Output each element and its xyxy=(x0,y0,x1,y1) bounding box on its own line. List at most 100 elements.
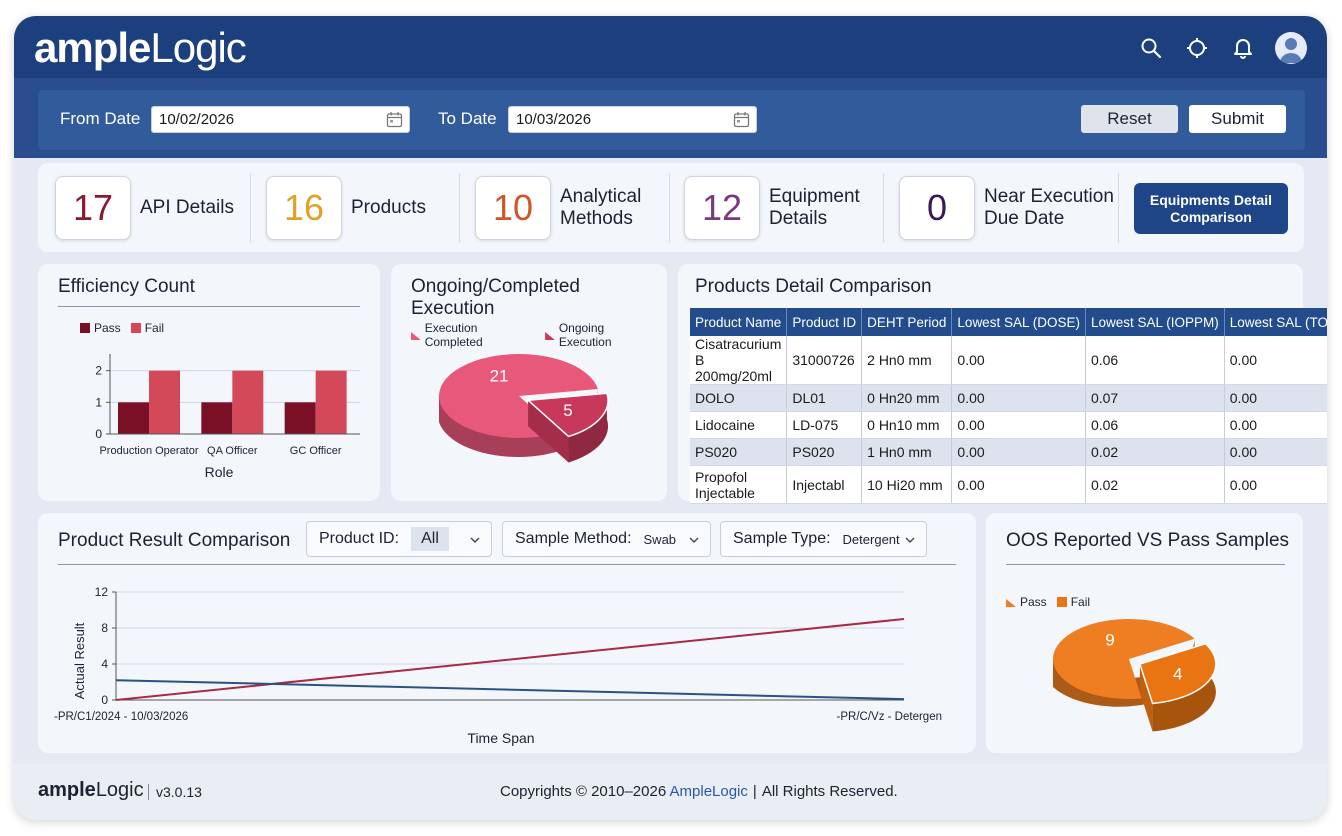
stat-analytical-methods[interactable]: 10 Analytical Methods xyxy=(475,176,641,240)
dropdown-value: Swab xyxy=(643,531,677,547)
legend-item-pass[interactable]: Pass xyxy=(1006,595,1047,609)
stat-label: Products xyxy=(351,197,426,218)
calendar-icon[interactable] xyxy=(386,111,403,132)
app-window: ampleLogic From Date 10/02/2026 xyxy=(14,16,1327,820)
table-cell: 1 Hn0 mm xyxy=(861,438,953,466)
bar-fail xyxy=(149,370,180,434)
product-id-dropdown[interactable]: Product ID: All xyxy=(306,521,492,557)
table-cell: 0.00 xyxy=(951,336,1086,385)
column-header[interactable]: Lowest SAL (TOXICITY) xyxy=(1224,308,1327,336)
table-row[interactable]: DOLO DL01 0 Hn20 mm 0.00 0.07 0.00 xyxy=(690,384,1327,412)
legend-item-fail[interactable]: Fail xyxy=(130,321,164,335)
stat-api-details[interactable]: 17 API Details xyxy=(55,176,234,240)
table-cell: 0.02 xyxy=(1085,465,1225,504)
from-date-input[interactable]: 10/02/2026 xyxy=(151,106,410,133)
legend-label: Pass xyxy=(94,321,121,335)
card-title: Product Result Comparison xyxy=(58,530,291,551)
bar-fail xyxy=(315,370,347,434)
legend-item-fail[interactable]: Fail xyxy=(1056,595,1090,609)
from-date-label: From Date xyxy=(60,109,141,128)
to-date-value: 10/03/2026 xyxy=(516,111,592,128)
table-cell: LD-075 xyxy=(786,411,863,439)
divider xyxy=(1118,173,1119,243)
table-cell: PS020 xyxy=(690,438,788,466)
chevron-down-icon xyxy=(469,533,481,551)
title-rule xyxy=(58,306,360,307)
legend-item-pass[interactable]: Pass xyxy=(80,321,121,335)
legend-label: Execution Completed xyxy=(424,321,483,349)
column-header[interactable]: Lowest SAL (IOPPM) xyxy=(1085,308,1225,336)
user-avatar-icon[interactable] xyxy=(1275,32,1307,64)
pie-slice-wall xyxy=(1139,664,1153,732)
search-icon[interactable] xyxy=(1137,34,1165,62)
pie-value-label: 4 xyxy=(1173,664,1182,683)
column-header[interactable]: Product Name xyxy=(690,308,788,336)
logo-light-text: Logic xyxy=(150,24,246,71)
table-cell: 0.06 xyxy=(1085,411,1225,439)
x-axis-label: Role xyxy=(205,464,234,480)
footer: ampleLogic v3.0.13 Copyrights © 2010–202… xyxy=(14,764,1327,820)
column-header[interactable]: Product ID xyxy=(786,308,863,336)
submit-button[interactable]: Submit xyxy=(1189,105,1286,133)
legend-swatch xyxy=(545,332,555,340)
legend-label: Ongoing Execution xyxy=(558,321,612,349)
reset-button[interactable]: Reset xyxy=(1081,105,1178,133)
y-tick-label: 1 xyxy=(95,395,102,409)
table-cell: 10 Hi20 mm xyxy=(861,465,953,504)
stat-products[interactable]: 16 Products xyxy=(266,176,426,240)
table-cell: 0 Hn10 mm xyxy=(861,411,953,439)
table-row[interactable]: Cisatracurium B 200mg/20ml 31000726 2 Hn… xyxy=(690,336,1327,385)
y-tick-label: 8 xyxy=(101,621,108,635)
equipments-detail-comparison-button[interactable]: Equipments Detail Comparison xyxy=(1134,183,1288,234)
y-tick-label: 0 xyxy=(95,427,102,441)
stat-value: 0 xyxy=(899,176,975,240)
dropdown-value: Detergent xyxy=(842,531,900,547)
footer-logo: ampleLogic xyxy=(38,779,144,802)
copyright-suffix: All Rights Reserved. xyxy=(761,783,898,800)
pie-value-label: 5 xyxy=(563,401,572,420)
copyright-brand-link[interactable]: AmpleLogic xyxy=(669,783,748,800)
stat-equipment-details[interactable]: 12 Equipment Details xyxy=(684,176,860,240)
dropdown-label: Product ID: xyxy=(319,530,400,547)
app-logo[interactable]: ampleLogic xyxy=(34,24,247,72)
x-tick-label: Production Operator xyxy=(99,445,198,457)
x-tick-label: -PR/C1/2024 - 10/03/2026 xyxy=(54,711,188,723)
location-icon[interactable] xyxy=(1183,34,1211,62)
sample-method-dropdown[interactable]: Sample Method: Swab xyxy=(502,521,711,557)
to-date-input[interactable]: 10/03/2026 xyxy=(508,106,757,133)
table-cell: Lidocaine xyxy=(690,411,788,439)
divider xyxy=(459,173,460,243)
table-cell: 0.00 xyxy=(951,411,1086,439)
table-cell: 0.00 xyxy=(1224,465,1327,504)
bell-icon[interactable] xyxy=(1229,34,1257,62)
column-header[interactable]: DEHT Period xyxy=(861,308,953,336)
column-header[interactable]: Lowest SAL (DOSE) xyxy=(951,308,1086,336)
legend-label: Pass xyxy=(1020,595,1047,609)
calendar-icon[interactable] xyxy=(733,111,750,132)
header-actions xyxy=(1119,32,1307,64)
summary-stats-bar: 17 API Details 16 Products 10 Analytical… xyxy=(38,163,1304,252)
table-cell: 0.00 xyxy=(951,465,1086,504)
stat-value: 10 xyxy=(475,176,551,240)
stat-label: Equipment Details xyxy=(769,186,860,229)
legend-item-completed[interactable]: Execution Completed xyxy=(411,321,535,349)
sample-type-dropdown[interactable]: Sample Type: Detergent xyxy=(720,521,927,557)
product-result-line-chart: 0 4 8 12 -PR/C1/2024 - 10/03/2026 -PR/C/Vz -… xyxy=(54,585,942,746)
legend-item-ongoing[interactable]: Ongoing Execution xyxy=(545,321,657,349)
products-table: Product Name Product ID DEHT Period Lowe… xyxy=(690,308,1327,504)
logo-bold-text: ample xyxy=(38,779,96,801)
table-row[interactable]: Propofol Injectable Injectabl 10 Hi20 mm… xyxy=(690,465,1327,504)
table-row[interactable]: PS020 PS020 1 Hn0 mm 0.00 0.02 0.00 xyxy=(690,438,1327,466)
y-axis-label: Actual Result xyxy=(72,622,87,699)
table-cell: 2 Hn0 mm xyxy=(861,336,953,385)
table-cell: DOLO xyxy=(690,384,788,412)
table-cell: 0.00 xyxy=(951,384,1086,412)
y-tick-label: 12 xyxy=(95,585,109,599)
table-row[interactable]: Lidocaine LD-075 0 Hn10 mm 0.00 0.06 0.0… xyxy=(690,411,1327,439)
title-rule xyxy=(58,564,956,565)
efficiency-count-card: Efficiency Count Pass Fail 0 1 2 Productio… xyxy=(38,264,380,501)
stat-near-execution-due-date[interactable]: 0 Near Execution Due Date xyxy=(899,176,1114,240)
to-date-label: To Date xyxy=(438,109,497,128)
stat-value: 17 xyxy=(55,176,131,240)
product-result-card: Product Result Comparison Product ID: Al… xyxy=(38,513,976,753)
